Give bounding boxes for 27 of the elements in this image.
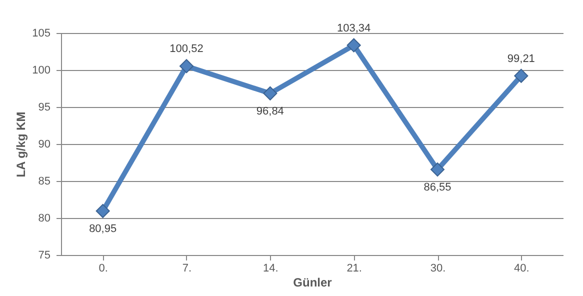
point xyxy=(179,59,194,74)
point xyxy=(96,204,110,218)
y-tick-label: 80 xyxy=(38,212,50,224)
y-tick-label: 100 xyxy=(32,64,50,76)
x-tick-label: 21. xyxy=(346,262,362,274)
point xyxy=(263,86,278,100)
x-axis-title: Günler xyxy=(293,276,332,290)
y-tick-label: 75 xyxy=(38,250,50,262)
point xyxy=(514,68,528,83)
point xyxy=(346,38,361,52)
y-tick-label: 95 xyxy=(38,102,50,114)
data-label: 86,55 xyxy=(424,182,452,194)
x-tick-label: 40. xyxy=(514,262,530,274)
point xyxy=(430,162,445,177)
x-tick-label: 7. xyxy=(182,262,192,274)
y-tick-label: 90 xyxy=(38,138,50,150)
x-tick-label: 14. xyxy=(263,262,278,274)
y-axis-title: LA g/kg KM xyxy=(14,112,28,178)
data-label: 103,34 xyxy=(337,22,371,34)
data-label: 96,84 xyxy=(256,105,284,118)
data-label: 100,52 xyxy=(170,43,204,56)
x-tick-label: 30. xyxy=(430,262,446,274)
data-label: 99,21 xyxy=(507,52,535,65)
data-label: 80,95 xyxy=(89,222,117,235)
x-tick-label: 0. xyxy=(98,262,108,274)
y-tick-label: 105 xyxy=(32,28,50,40)
y-tick-label: 85 xyxy=(38,176,50,188)
